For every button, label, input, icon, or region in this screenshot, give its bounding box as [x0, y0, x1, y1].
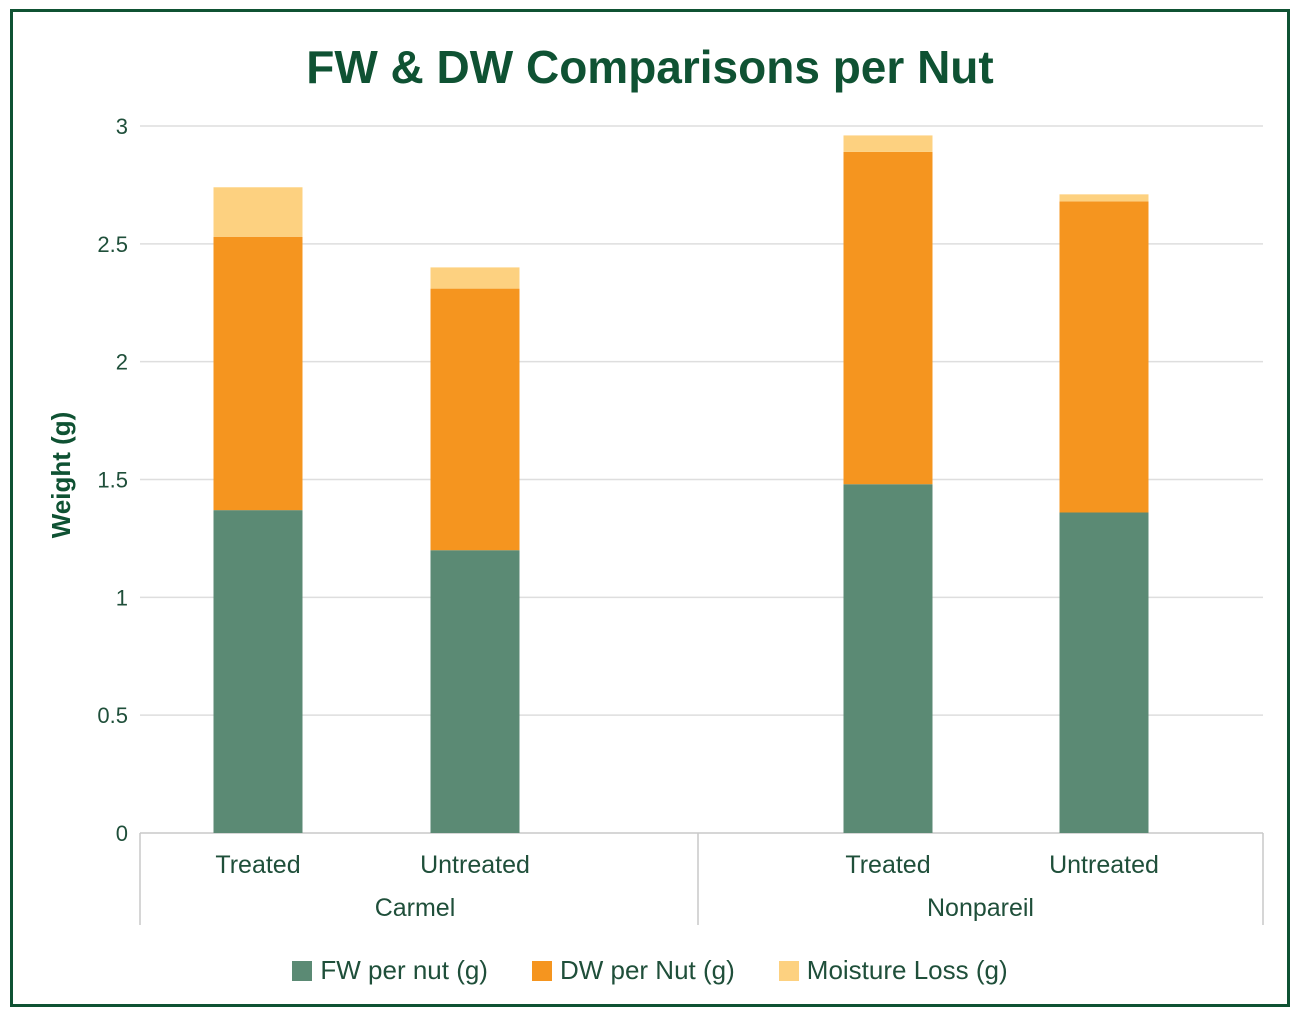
bar-segment: [843, 151, 933, 485]
y-tick-label: 2.5: [97, 232, 128, 257]
legend-swatch: [531, 960, 552, 981]
y-tick-label: 2: [116, 350, 128, 375]
x-tick-label: Treated: [215, 851, 300, 879]
legend-label: DW per Nut (g): [559, 955, 735, 985]
x-tick-label: Untreated: [420, 851, 530, 879]
legend-label: FW per nut (g): [320, 955, 488, 985]
bar-segment: [843, 135, 933, 152]
legend-item: DW per Nut (g): [531, 955, 735, 986]
y-tick-label: 3: [116, 114, 128, 139]
legend-item: Moisture Loss (g): [778, 955, 1008, 986]
chart-title: FW & DW Comparisons per Nut: [306, 41, 994, 93]
bar-segment: [430, 267, 520, 289]
legend: FW per nut (g) DW per Nut (g) Moisture Los…: [0, 955, 1300, 986]
bar-segment: [1059, 194, 1149, 202]
group-label: Carmel: [375, 894, 456, 922]
y-tick-label: 0.5: [97, 703, 128, 728]
legend-item: FW per nut (g): [292, 955, 488, 986]
bar-segment: [213, 187, 303, 237]
y-tick-label: 0: [116, 821, 128, 846]
x-tick-label: Treated: [845, 851, 930, 879]
bar-segment: [843, 484, 933, 833]
y-tick-label: 1.5: [97, 468, 128, 493]
x-tick-label: Untreated: [1049, 851, 1159, 879]
bar-segment: [213, 236, 303, 511]
y-tick-label: 1: [116, 585, 128, 610]
legend-swatch: [778, 960, 799, 981]
y-axis-label: Weight (g): [46, 412, 76, 539]
bar-segment: [1059, 201, 1149, 513]
group-label: Nonpareil: [927, 894, 1034, 922]
bar-segment: [1059, 512, 1149, 833]
legend-swatch: [292, 960, 313, 981]
legend-label: Moisture Loss (g): [806, 955, 1008, 985]
bar-segment: [430, 550, 520, 833]
bar-segment: [430, 288, 520, 551]
bar-segment: [213, 510, 303, 833]
